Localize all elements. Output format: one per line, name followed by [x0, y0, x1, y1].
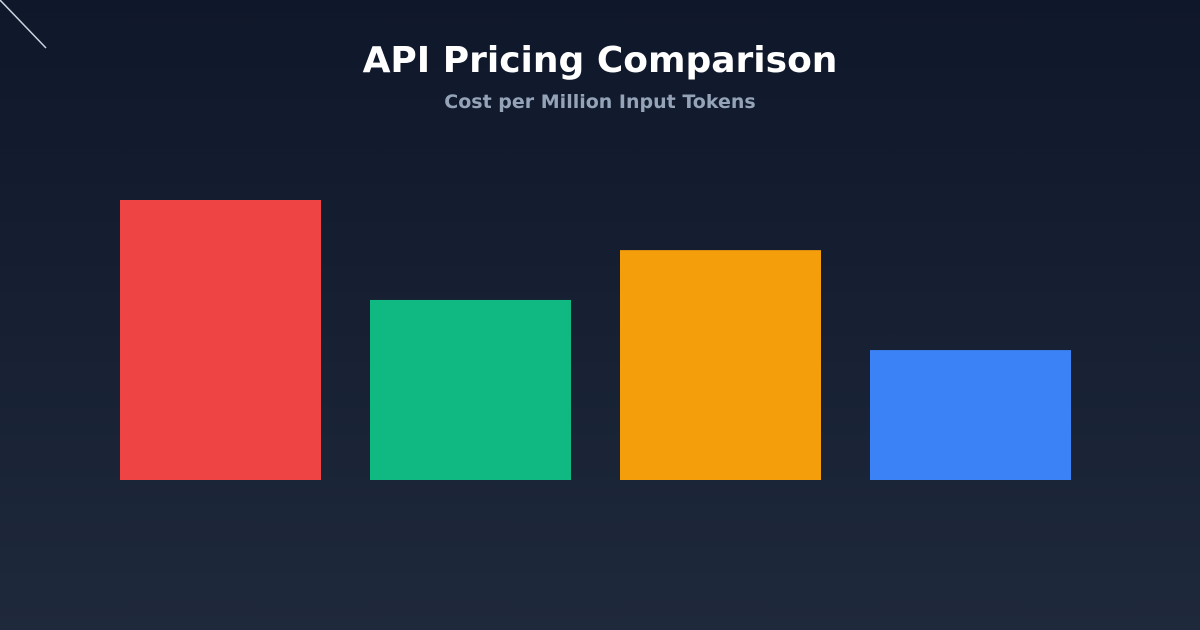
bar-1: [120, 200, 321, 480]
bar-2: [370, 299, 571, 480]
bar-3: [620, 250, 821, 480]
corner-decoration: [0, 0, 47, 49]
chart-title: API Pricing Comparison: [362, 40, 838, 81]
bar-4: [870, 350, 1071, 480]
chart-subtitle: Cost per Million Input Tokens: [444, 91, 756, 113]
